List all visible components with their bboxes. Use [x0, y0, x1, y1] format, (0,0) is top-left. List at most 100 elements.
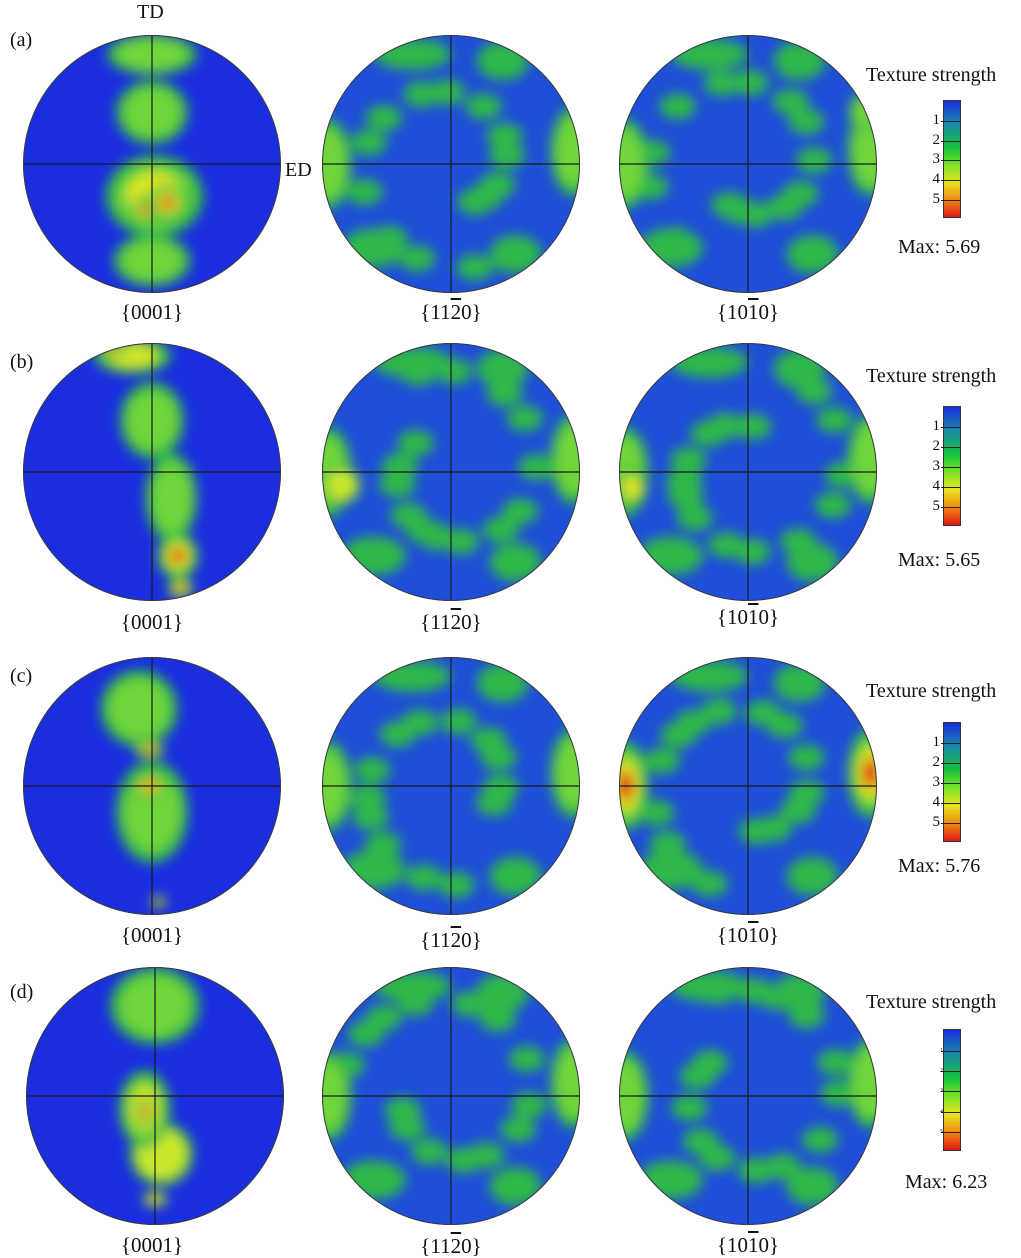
legend-tick [941, 447, 961, 449]
legend-tick-label: 3 [940, 1088, 943, 1095]
texture-density-blob [663, 96, 692, 117]
texture-density-blob [820, 410, 849, 431]
texture-density-blob [141, 1106, 149, 1117]
pole-figure-b-1120 [322, 343, 580, 601]
pole-figure-rim [322, 967, 580, 1225]
texture-density-blob [479, 792, 509, 813]
legend-title-a: Texture strength [866, 64, 997, 86]
texture-density-blob [675, 1097, 704, 1118]
legend-tick [941, 1132, 961, 1134]
pole-figure-c-1010 [619, 657, 877, 915]
texture-density-blob [348, 1164, 399, 1195]
texture-density-blob [703, 1147, 732, 1169]
pole-figure-d-1120 [322, 967, 580, 1225]
texture-density-blob [821, 1052, 850, 1073]
legend-tick-label: 3 [932, 151, 941, 168]
pole-figure-a-0001 [23, 35, 281, 293]
row-a-label: (a) [10, 29, 33, 51]
texture-density-blob [348, 540, 399, 571]
texture-density-blob [742, 1160, 771, 1181]
texture-density-blob [356, 807, 385, 828]
texture-density-blob [469, 96, 498, 117]
texture-density-blob [783, 800, 812, 821]
pole-figure-c-1120 [322, 657, 580, 915]
texture-density-blob [510, 408, 540, 429]
texture-density-blob [432, 82, 462, 103]
plane-label-c-0001: {0001} [120, 923, 184, 947]
texture-density-blob [442, 874, 471, 895]
texture-density-blob [351, 1023, 380, 1044]
legend-tick [941, 783, 961, 785]
texture-density-blob [403, 248, 432, 269]
texture-density-blob [350, 181, 379, 203]
legend-tick-label: 1 [932, 734, 941, 751]
legend-colorbar-c [943, 722, 961, 842]
pole-figure-rim [322, 35, 580, 293]
legend-tick-label: 4 [940, 1108, 943, 1115]
texture-density-blob [470, 186, 500, 208]
texture-density-blob [482, 977, 523, 1008]
texture-density-blob [679, 350, 740, 375]
texture-density-blob [738, 541, 767, 562]
legend-tick [941, 160, 961, 162]
texture-density-blob [792, 239, 833, 270]
legend-max-b: Max: 5.65 [898, 549, 981, 571]
texture-density-blob [460, 257, 490, 278]
texture-density-blob [645, 854, 696, 885]
plane-label-b-1120: {1120} [420, 610, 482, 634]
texture-density-blob [405, 712, 434, 733]
texture-density-blob [555, 737, 580, 809]
texture-density-blob [742, 821, 772, 842]
texture-density-blob [514, 1095, 544, 1116]
texture-density-blob [799, 150, 829, 171]
legend-tick [941, 1091, 961, 1093]
legend-title-c: Texture strength [866, 680, 997, 702]
legend-tick-label: 3 [932, 774, 941, 791]
legend-tick [941, 199, 961, 201]
legend-max-a: Max: 5.69 [898, 236, 981, 258]
texture-density-blob [771, 196, 800, 218]
texture-density-blob [784, 531, 813, 552]
texture-density-blob [768, 1156, 797, 1177]
texture-density-blob [383, 474, 412, 495]
legend-tick-label: 4 [932, 794, 941, 811]
legend-tick-label: 2 [932, 754, 941, 771]
texture-density-blob [522, 457, 551, 478]
texture-density-blob [642, 802, 671, 823]
texture-density-blob [108, 678, 170, 739]
texture-density-blob [407, 84, 436, 105]
legend-tick [941, 467, 961, 469]
legend-tick [941, 427, 961, 429]
pole-figure-rim [619, 967, 877, 1225]
texture-density-blob [160, 196, 175, 209]
plane-label-d-0001: {0001} [120, 1233, 184, 1257]
texture-density-blob [482, 45, 523, 76]
texture-density-blob [686, 1131, 715, 1152]
texture-density-blob [401, 432, 430, 454]
plane-label-d-1010: {1010} [716, 1233, 780, 1257]
texture-density-blob [495, 1171, 536, 1202]
texture-density-blob [382, 664, 443, 689]
texture-density-blob [409, 867, 439, 888]
texture-density-blob [818, 495, 848, 516]
legend-tick-label: 5 [932, 190, 941, 207]
plane-label-a-1010: {1010} [716, 300, 780, 324]
legend-title-d: Texture strength [866, 991, 997, 1013]
legend-tick [941, 120, 961, 122]
pole-figure-b-0001 [23, 343, 281, 601]
texture-density-blob [455, 994, 484, 1015]
pole-figure-rim [23, 343, 281, 601]
legend-colorbar-a [943, 100, 961, 218]
texture-density-blob [504, 1119, 533, 1140]
texture-density-blob [385, 456, 414, 477]
legend-colorbar-b [943, 406, 961, 526]
legend-tick-label: 2 [940, 1068, 943, 1074]
plane-label-b-1010: {1010} [716, 605, 780, 629]
texture-density-blob [852, 1047, 877, 1119]
texture-density-blob [712, 534, 741, 556]
texture-density-blob [512, 1048, 541, 1069]
texture-density-blob [792, 547, 833, 578]
legend-tick-label: 1 [932, 418, 941, 435]
texture-density-blob [358, 759, 387, 781]
